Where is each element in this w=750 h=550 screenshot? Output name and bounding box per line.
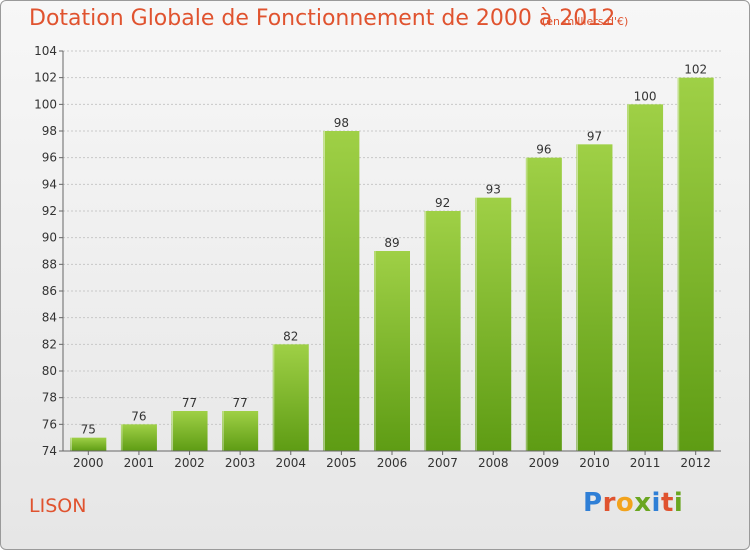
- bar-value-label: 77: [182, 396, 197, 410]
- y-tick-label: 88: [42, 257, 57, 271]
- y-tick-label: 104: [34, 44, 57, 58]
- bar: [677, 77, 714, 452]
- x-tick-label: 2007: [427, 456, 458, 470]
- x-tick-label: 2002: [174, 456, 205, 470]
- y-tick-label: 78: [42, 391, 57, 405]
- logo-letter: i: [651, 488, 661, 518]
- bar: [627, 104, 664, 451]
- bar: [323, 131, 360, 451]
- y-tick-label: 80: [42, 364, 57, 378]
- bar: [120, 424, 157, 451]
- bar-value-label: 92: [435, 196, 450, 210]
- bar-value-label: 77: [233, 396, 248, 410]
- chart-unit: (en milliers d'€): [542, 15, 629, 28]
- y-tick-label: 102: [34, 71, 57, 85]
- bar-value-label: 76: [131, 409, 146, 423]
- bar-value-label: 89: [384, 236, 399, 250]
- y-tick-label: 90: [42, 231, 57, 245]
- x-tick-label: 2010: [579, 456, 610, 470]
- bar: [525, 157, 562, 451]
- y-tick-label: 96: [42, 151, 57, 165]
- bar: [171, 411, 208, 451]
- bar: [475, 197, 512, 451]
- y-tick-label: 86: [42, 284, 57, 298]
- x-tick-label: 2011: [630, 456, 661, 470]
- logo-letter: i: [673, 488, 684, 518]
- y-tick-label: 100: [34, 97, 57, 111]
- bar-value-label: 100: [634, 89, 657, 103]
- logo-letter: x: [634, 488, 652, 518]
- y-tick-label: 94: [42, 177, 57, 191]
- logo-letter: r: [602, 488, 616, 518]
- bar-value-label: 96: [536, 143, 551, 157]
- chart-title: Dotation Globale de Fonctionnement de 20…: [29, 6, 616, 31]
- bar-value-label: 102: [684, 63, 707, 77]
- x-tick-label: 2003: [225, 456, 256, 470]
- logo-letter: t: [660, 488, 674, 518]
- proxiti-logo: Proxiti: [583, 488, 683, 518]
- commune-name: LISON: [29, 495, 87, 517]
- logo-letter: o: [615, 488, 635, 518]
- bar: [374, 251, 410, 451]
- x-tick-label: 2000: [73, 456, 104, 470]
- bar-value-label: 97: [587, 129, 602, 143]
- x-tick-label: 2001: [124, 456, 155, 470]
- bar: [424, 211, 461, 451]
- y-tick-label: 84: [42, 311, 57, 325]
- y-tick-label: 76: [42, 417, 57, 431]
- bar: [222, 411, 259, 451]
- logo-letter: P: [583, 488, 603, 518]
- bar-value-label: 82: [283, 329, 298, 343]
- y-tick-label: 92: [42, 204, 57, 218]
- bar-value-label: 98: [334, 116, 349, 130]
- x-tick-label: 2004: [275, 456, 306, 470]
- bar-value-label: 75: [81, 423, 96, 437]
- x-tick-label: 2012: [680, 456, 711, 470]
- x-tick-label: 2009: [529, 456, 560, 470]
- y-tick-label: 82: [42, 337, 57, 351]
- bar: [576, 144, 613, 452]
- bar-value-label: 93: [486, 183, 501, 197]
- bar: [70, 437, 107, 451]
- x-tick-label: 2006: [377, 456, 408, 470]
- y-tick-label: 98: [42, 124, 57, 138]
- y-tick-label: 74: [42, 444, 57, 458]
- bar: [272, 344, 309, 451]
- x-tick-label: 2005: [326, 456, 357, 470]
- x-tick-label: 2008: [478, 456, 509, 470]
